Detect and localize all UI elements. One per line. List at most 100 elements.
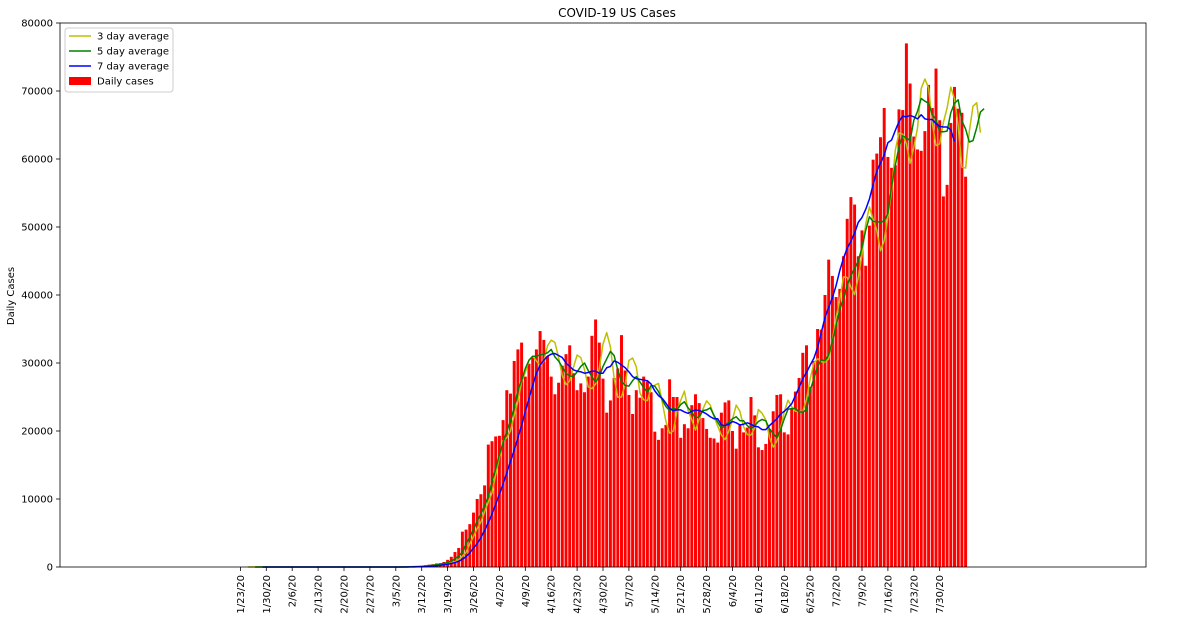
daily-cases-bar — [727, 400, 731, 567]
daily-cases-bar — [623, 370, 627, 567]
daily-cases-bar — [594, 319, 598, 567]
x-tick-label: 6/25/20 — [806, 575, 817, 614]
y-tick-label: 20000 — [21, 427, 53, 438]
daily-cases-bar — [516, 349, 520, 567]
daily-cases-bar — [775, 394, 779, 567]
daily-cases-bar — [923, 131, 927, 567]
daily-cases-bar — [764, 443, 768, 567]
daily-cases-bar — [638, 397, 642, 567]
daily-cases-bar — [960, 112, 964, 567]
daily-cases-bar — [712, 438, 716, 567]
daily-cases-bar — [734, 448, 738, 567]
x-tick-label: 4/2/20 — [495, 575, 506, 607]
line-series-2 — [255, 97, 985, 568]
daily-cases-bar — [616, 368, 620, 567]
daily-cases-bar — [956, 108, 960, 568]
daily-cases-bar — [523, 376, 527, 567]
daily-cases-bar — [875, 153, 879, 567]
daily-cases-bar — [731, 431, 734, 567]
daily-cases-bar — [497, 435, 501, 567]
daily-cases-bar — [494, 436, 498, 567]
x-tick-label: 3/12/20 — [417, 575, 428, 614]
legend-box — [64, 27, 174, 93]
daily-cases-bar — [486, 444, 490, 567]
daily-cases-bar — [701, 418, 705, 567]
daily-cases-bar — [830, 275, 834, 567]
x-tick-label: 5/7/20 — [624, 575, 635, 607]
daily-cases-bar — [549, 376, 553, 567]
daily-cases-bar — [901, 110, 905, 567]
daily-cases-bar — [690, 405, 694, 567]
daily-cases-bar — [849, 197, 853, 567]
daily-cases-bar — [793, 391, 797, 567]
daily-cases-bar — [719, 412, 723, 567]
daily-cases-bars — [242, 43, 968, 568]
y-tick-label: 80000 — [21, 19, 53, 30]
daily-cases-bar — [490, 441, 494, 567]
x-tick-label: 6/18/20 — [780, 575, 791, 614]
daily-cases-bar — [927, 84, 931, 567]
x-tick-label: 7/16/20 — [883, 575, 894, 614]
daily-cases-bar — [534, 349, 538, 567]
daily-cases-bar — [853, 204, 857, 567]
x-tick-label: 3/19/20 — [443, 575, 454, 614]
daily-cases-bar — [893, 165, 897, 567]
daily-cases-bar — [634, 390, 638, 567]
y-axis-label: Daily Cases — [6, 267, 17, 325]
daily-cases-bar — [590, 335, 594, 567]
daily-cases-bar — [745, 427, 749, 567]
daily-cases-bar — [583, 392, 586, 567]
x-tick-label: 7/2/20 — [832, 575, 843, 607]
y-tick-label: 10000 — [21, 495, 53, 506]
x-tick-label: 6/11/20 — [754, 575, 765, 614]
x-tick-label: 2/6/20 — [288, 575, 299, 607]
daily-cases-bar — [664, 424, 668, 567]
daily-cases-bar — [938, 120, 942, 568]
daily-cases-bar — [671, 397, 675, 567]
daily-cases-bar — [642, 376, 646, 567]
daily-cases-bar — [886, 156, 890, 567]
legend-entry-label: 7 day average — [97, 62, 169, 73]
daily-cases-bar — [509, 393, 512, 567]
x-tick-label: 3/5/20 — [391, 575, 402, 607]
daily-cases-bar — [827, 259, 831, 567]
daily-cases-bar — [908, 83, 912, 568]
daily-cases-bar — [904, 43, 908, 567]
daily-cases-bar — [568, 345, 572, 567]
x-axis: 1/23/20 1/30/20 2/6/20 2/13/20 2/20/20 2/27/2… — [236, 567, 946, 614]
x-tick-label: 4/23/20 — [573, 575, 584, 614]
daily-cases-bar — [768, 428, 771, 567]
daily-cases-bar — [501, 420, 505, 567]
daily-cases-bar — [553, 394, 557, 567]
daily-cases-bar — [723, 402, 727, 567]
daily-cases-bar — [601, 378, 605, 567]
daily-cases-bar — [694, 394, 697, 567]
daily-cases-bar — [564, 354, 568, 567]
y-tick-label: 0 — [47, 563, 53, 574]
daily-cases-bar — [738, 424, 742, 567]
legend-bar-swatch — [69, 77, 91, 85]
daily-cases-bar — [749, 397, 753, 567]
daily-cases-bar — [808, 386, 812, 567]
x-tick-label: 6/4/20 — [728, 575, 739, 607]
daily-cases-bar — [608, 400, 612, 567]
daily-cases-bar — [819, 329, 823, 567]
daily-cases-bar — [916, 149, 919, 568]
daily-cases-bar — [697, 403, 701, 567]
x-tick-label: 4/16/20 — [547, 575, 558, 614]
daily-cases-bar — [575, 390, 579, 567]
x-tick-label: 1/30/20 — [262, 575, 273, 614]
daily-cases-bar — [460, 531, 464, 567]
daily-cases-bar — [682, 424, 686, 567]
daily-cases-bar — [823, 295, 827, 567]
daily-cases-bar — [919, 150, 923, 567]
daily-cases-bar — [945, 184, 949, 567]
y-tick-label: 30000 — [21, 359, 53, 370]
legend-entry-label: 3 day average — [97, 32, 169, 43]
daily-cases-bar — [964, 176, 968, 567]
daily-cases-bar — [457, 547, 461, 567]
daily-cases-bar — [631, 414, 635, 567]
daily-cases-bar — [771, 411, 775, 567]
daily-cases-bar — [842, 256, 845, 567]
